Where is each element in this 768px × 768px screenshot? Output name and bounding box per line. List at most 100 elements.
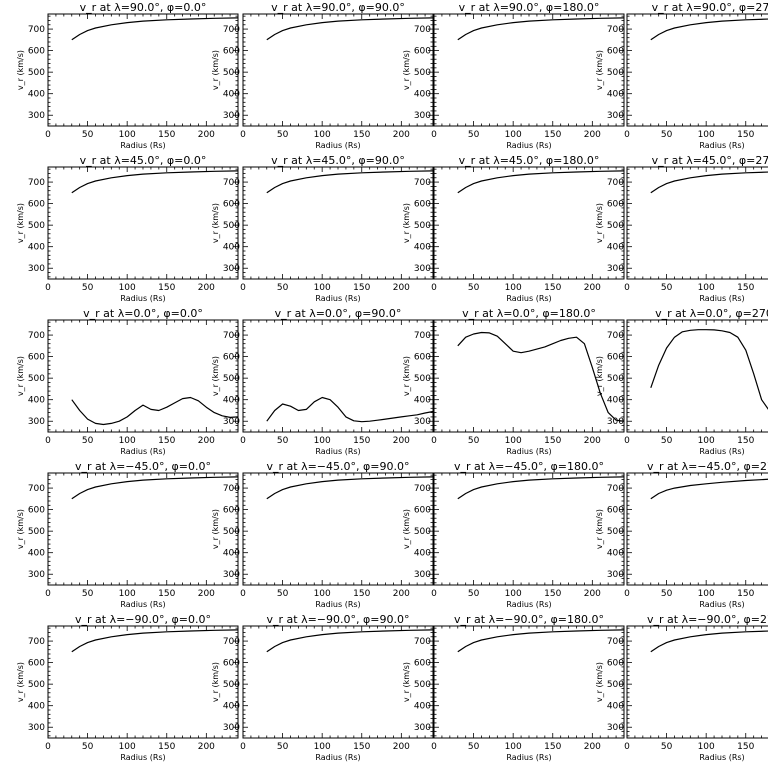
y-tick-label: 300 bbox=[414, 111, 431, 121]
series-line bbox=[457, 17, 625, 41]
panel-title: v_r at λ=−45.0°, φ=90.0° bbox=[267, 460, 410, 473]
y-tick-label: 500 bbox=[607, 221, 624, 231]
y-axis-label: v_r (km/s) bbox=[211, 509, 220, 549]
y-tick-label: 500 bbox=[223, 374, 240, 384]
x-tick-label: 100 bbox=[698, 742, 715, 752]
y-tick-label: 500 bbox=[223, 221, 240, 231]
y-tick-label: 500 bbox=[28, 527, 45, 537]
y-tick-label: 300 bbox=[607, 417, 624, 427]
y-tick-label: 600 bbox=[607, 47, 624, 57]
y-tick-label: 600 bbox=[607, 200, 624, 210]
y-tick-label: 600 bbox=[223, 47, 240, 57]
y-tick-label: 400 bbox=[414, 243, 431, 253]
y-tick-label: 300 bbox=[414, 723, 431, 733]
y-tick-label: 300 bbox=[607, 264, 624, 274]
y-axis-label: v_r (km/s) bbox=[211, 662, 220, 702]
panel-12: v_r at λ=0.0°, φ=270.0°05010015020030040… bbox=[595, 307, 768, 456]
y-tick-label: 400 bbox=[28, 702, 45, 712]
series-line bbox=[650, 478, 768, 500]
x-tick-label: 0 bbox=[240, 436, 246, 446]
x-axis-label: Radius (Rs) bbox=[315, 600, 360, 609]
y-tick-label: 700 bbox=[28, 637, 45, 647]
plot-frame bbox=[626, 166, 768, 280]
x-axis-label: Radius (Rs) bbox=[120, 141, 165, 150]
x-tick-label: 100 bbox=[505, 742, 522, 752]
y-tick-label: 300 bbox=[28, 111, 45, 121]
y-tick-label: 300 bbox=[28, 264, 45, 274]
panel-6: v_r at λ=45.0°, φ=90.0° 0 50 100 150 200 300 40… bbox=[211, 154, 434, 303]
panel-title: v_r at λ=90.0°, φ=0.0° bbox=[80, 1, 207, 14]
x-tick-label: 150 bbox=[544, 130, 561, 140]
y-tick-label: 700 bbox=[414, 637, 431, 647]
x-tick-label: 200 bbox=[393, 283, 410, 293]
y-tick-label: 300 bbox=[223, 111, 240, 121]
y-tick-label: 500 bbox=[414, 527, 431, 537]
y-axis-label: v_r (km/s) bbox=[402, 356, 411, 396]
x-axis-label: Radius (Rs) bbox=[699, 600, 744, 609]
y-tick-label: 400 bbox=[28, 549, 45, 559]
series-line bbox=[266, 476, 434, 500]
x-tick-label: 50 bbox=[277, 283, 289, 293]
panel-20: v_r at λ=−90.0°, φ=270.0°050100150200300… bbox=[595, 613, 768, 762]
y-tick-label: 300 bbox=[28, 723, 45, 733]
panel-11: v_r at λ=0.0°, φ=180.0° 0 50 100 150 200 300 40… bbox=[402, 307, 625, 456]
y-tick-label: 400 bbox=[607, 90, 624, 100]
y-tick-label: 600 bbox=[414, 506, 431, 516]
y-axis-label: v_r (km/s) bbox=[16, 662, 25, 702]
y-tick-label: 700 bbox=[223, 637, 240, 647]
x-tick-label: 0 bbox=[624, 130, 630, 140]
y-tick-label: 600 bbox=[223, 353, 240, 363]
x-tick-label: 50 bbox=[468, 283, 480, 293]
x-axis-label: Radius (Rs) bbox=[506, 753, 551, 762]
x-tick-label: 150 bbox=[158, 130, 175, 140]
x-tick-label: 0 bbox=[431, 742, 437, 752]
y-tick-label: 300 bbox=[414, 264, 431, 274]
x-tick-label: 200 bbox=[198, 436, 215, 446]
series-line bbox=[266, 170, 434, 194]
panel-9: v_r at λ=0.0°, φ=0.0° 0 50 100 150 200 300 400 5… bbox=[16, 307, 239, 456]
y-tick-label: 700 bbox=[414, 178, 431, 188]
y-tick-label: 600 bbox=[414, 47, 431, 57]
y-tick-label: 600 bbox=[223, 659, 240, 669]
x-axis-label: Radius (Rs) bbox=[315, 294, 360, 303]
x-tick-label: 150 bbox=[544, 742, 561, 752]
x-tick-label: 50 bbox=[661, 436, 673, 446]
y-tick-label: 500 bbox=[414, 68, 431, 78]
y-tick-label: 700 bbox=[607, 484, 624, 494]
x-tick-label: 150 bbox=[544, 283, 561, 293]
panel-4: v_r at λ=90.0°, φ=270.0°0501001502003004… bbox=[595, 1, 768, 150]
y-tick-label: 400 bbox=[28, 90, 45, 100]
panel-17: v_r at λ=−90.0°, φ=0.0° 0 50 100 150 200 300 40… bbox=[16, 613, 239, 762]
plot-frame bbox=[47, 166, 239, 280]
y-tick-label: 500 bbox=[223, 68, 240, 78]
x-tick-label: 50 bbox=[661, 130, 673, 140]
x-tick-label: 0 bbox=[431, 436, 437, 446]
series-line bbox=[71, 170, 239, 194]
y-tick-label: 300 bbox=[414, 570, 431, 580]
y-axis-label: v_r (km/s) bbox=[402, 203, 411, 243]
y-tick-label: 600 bbox=[607, 506, 624, 516]
y-tick-label: 400 bbox=[28, 243, 45, 253]
y-tick-label: 700 bbox=[223, 484, 240, 494]
y-tick-label: 300 bbox=[607, 570, 624, 580]
y-axis-label: v_r (km/s) bbox=[595, 203, 604, 243]
y-tick-label: 500 bbox=[607, 374, 624, 384]
y-tick-label: 400 bbox=[414, 90, 431, 100]
x-tick-label: 100 bbox=[314, 436, 331, 446]
y-tick-label: 700 bbox=[28, 331, 45, 341]
panel-title: v_r at λ=90.0°, φ=270.0° bbox=[652, 1, 768, 14]
panel-title: v_r at λ=45.0°, φ=270.0° bbox=[652, 154, 768, 167]
x-axis-label: Radius (Rs) bbox=[699, 141, 744, 150]
y-tick-label: 600 bbox=[607, 353, 624, 363]
y-tick-label: 700 bbox=[414, 331, 431, 341]
x-tick-label: 0 bbox=[624, 742, 630, 752]
y-tick-label: 600 bbox=[223, 200, 240, 210]
y-tick-label: 700 bbox=[28, 484, 45, 494]
y-tick-label: 400 bbox=[223, 396, 240, 406]
series-line bbox=[71, 396, 239, 426]
y-tick-label: 700 bbox=[28, 178, 45, 188]
y-tick-label: 500 bbox=[607, 68, 624, 78]
y-tick-label: 300 bbox=[414, 417, 431, 427]
series-line bbox=[457, 170, 625, 194]
